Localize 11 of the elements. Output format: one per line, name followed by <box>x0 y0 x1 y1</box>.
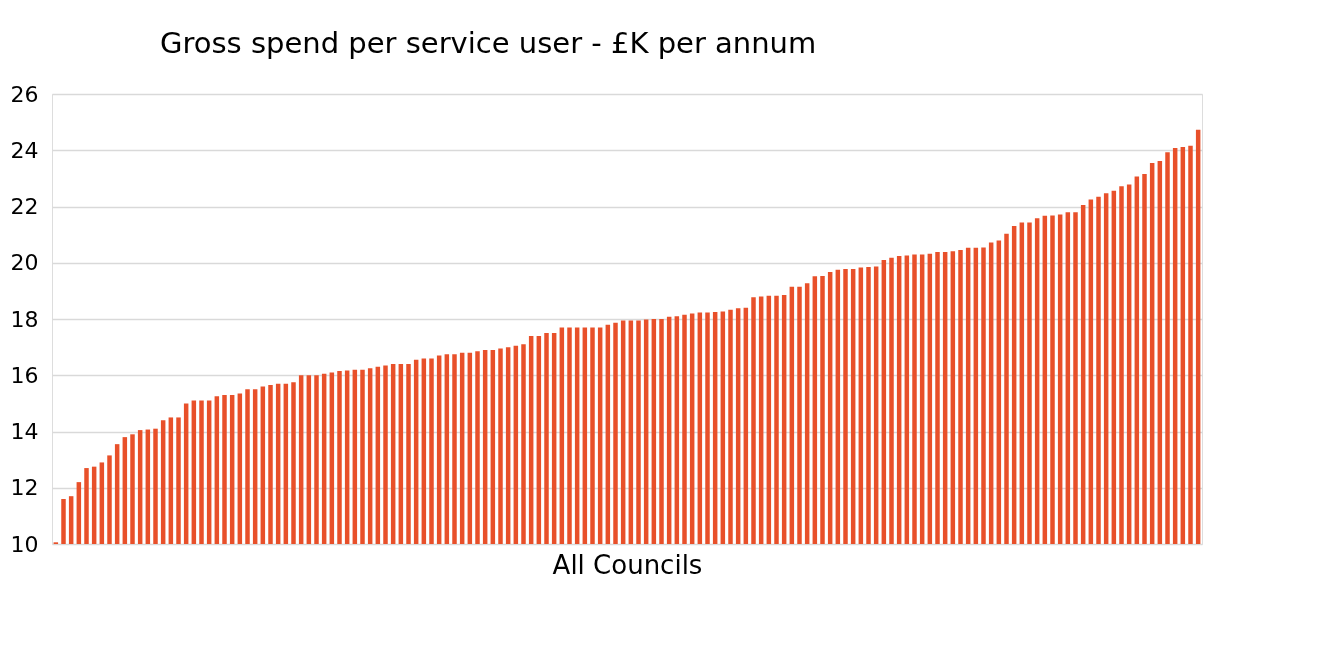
chart-title: Gross spend per service user - £K per annum <box>160 26 817 60</box>
y-tick-label: 24 <box>10 137 39 163</box>
y-tick-label: 18 <box>10 306 39 332</box>
y-tick-label: 16 <box>10 362 39 388</box>
y-tick-label: 26 <box>10 81 39 107</box>
x-axis-title: All Councils <box>552 549 703 580</box>
y-tick-label: 20 <box>10 250 39 276</box>
y-tick-label: 22 <box>10 194 39 219</box>
y-tick-label: 10 <box>10 531 39 557</box>
y-tick-label: 12 <box>10 475 39 501</box>
y-tick-label: 14 <box>10 419 39 444</box>
